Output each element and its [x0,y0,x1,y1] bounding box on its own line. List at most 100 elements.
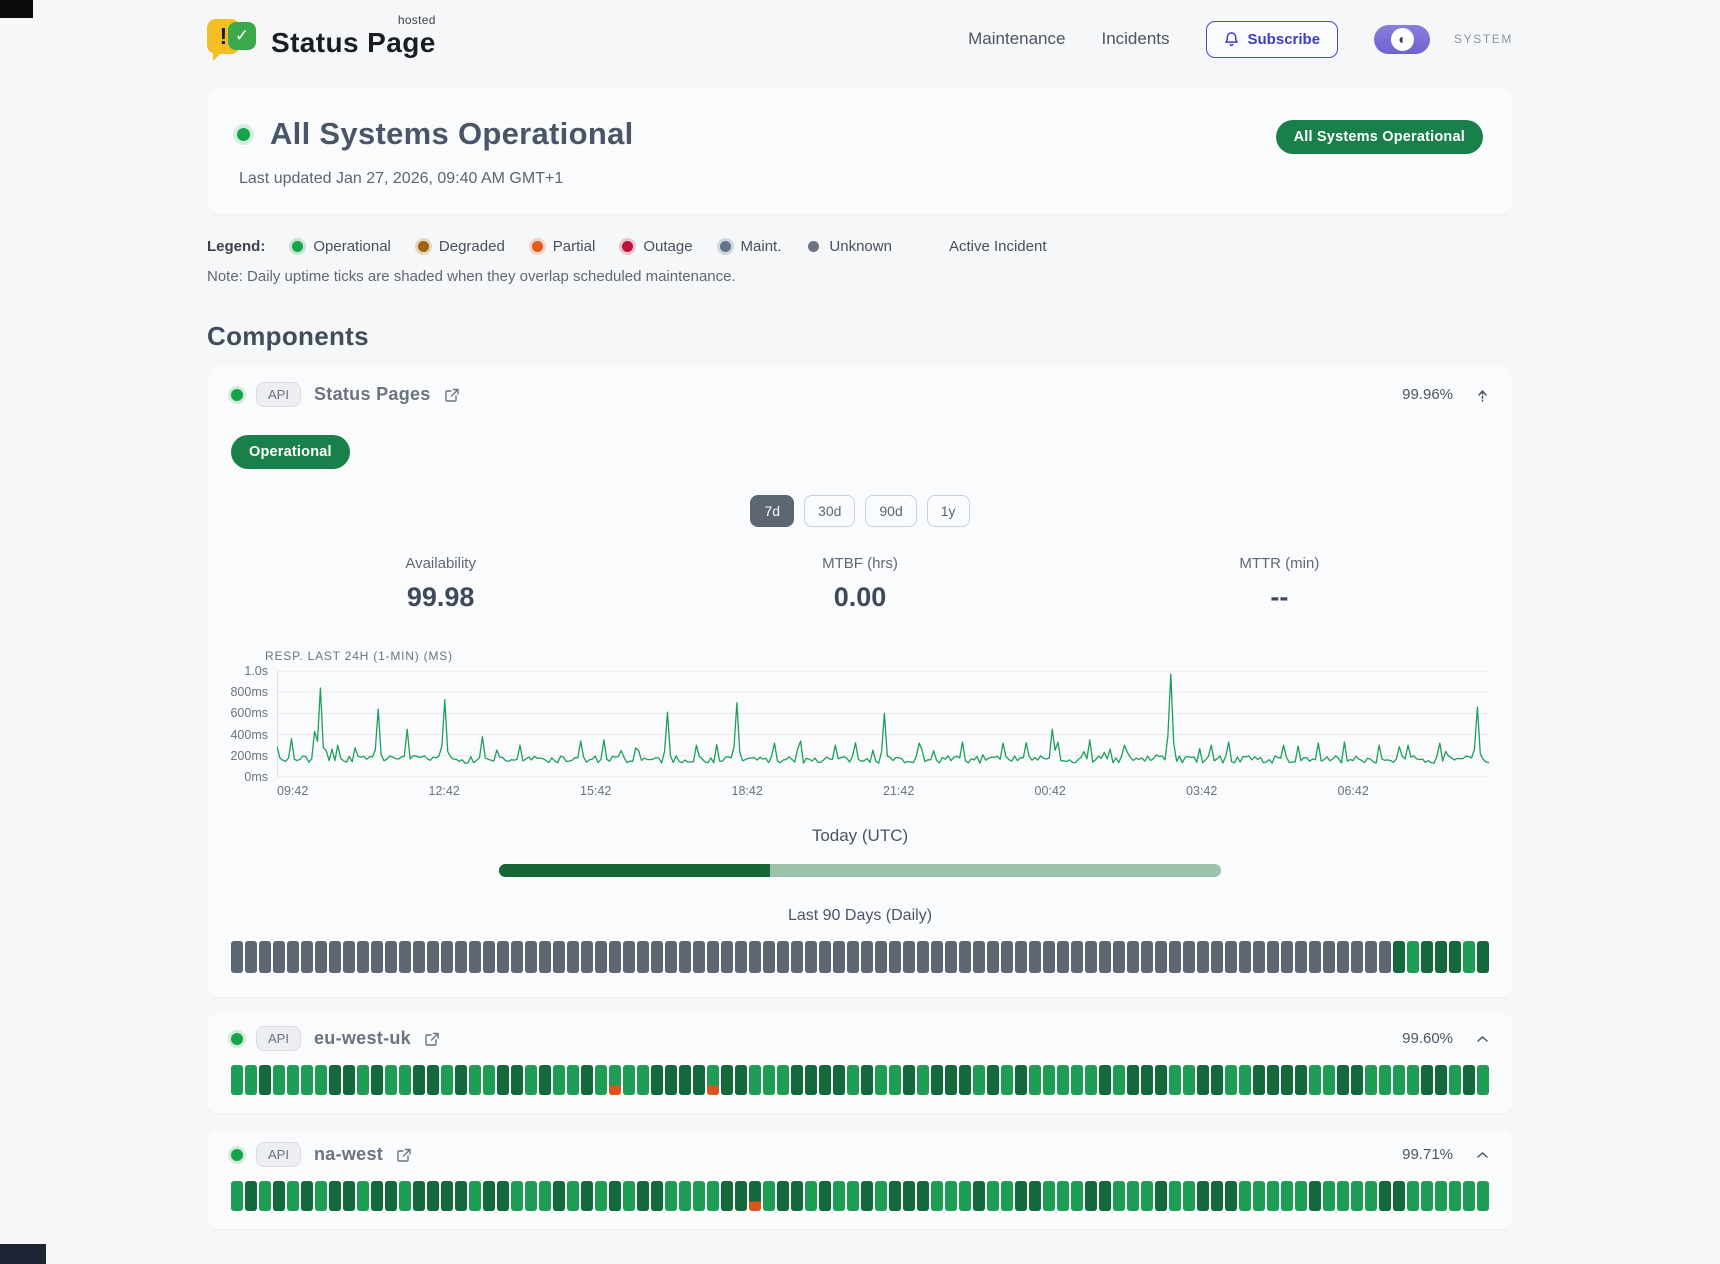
uptime-tick [329,1181,341,1211]
uptime-tick [1113,941,1125,973]
uptime-tick [987,1065,999,1095]
uptime-tick [385,941,397,973]
today-progress-track [499,864,1221,877]
theme-toggle[interactable]: ◐ [1374,24,1431,54]
uptime-tick [917,941,929,973]
uptime-tick [1421,1065,1433,1095]
uptime-tick [973,1065,985,1095]
uptime-tick [1113,1181,1125,1211]
uptime-ticks-row [231,1065,1489,1095]
uptime-tick [749,1065,761,1095]
uptime-tick [987,941,999,973]
uptime-tick [1281,941,1293,973]
subscribe-label: Subscribe [1247,30,1321,48]
uptime-tick [1309,1181,1321,1211]
range-button-30d[interactable]: 30d [804,495,856,527]
uptime-tick [623,1181,635,1211]
uptime-tick [1449,941,1461,973]
uptime-tick [343,941,355,973]
uptime-tick [763,1065,775,1095]
stat-label: Availability [405,555,476,572]
theme-toggle-label: SYSTEM [1454,32,1513,46]
uptime-tick [1169,1065,1181,1095]
logo-mark-icon: ! ✓ [207,16,259,62]
uptime-tick [1197,1065,1209,1095]
uptime-tick [1337,941,1349,973]
legend-item-label: Degraded [438,238,505,255]
component-name: na-west [313,1144,384,1164]
uptime-tick [1379,1181,1391,1211]
uptime-tick [1463,1065,1475,1095]
uptime-tick [1267,941,1279,973]
legend-item-label: Partial [552,238,596,255]
component-uptime: 99.96% [1402,386,1453,403]
uptime-tick [1001,1065,1013,1095]
chevron-up-icon[interactable] [1476,1150,1489,1160]
uptime-tick [287,1065,299,1095]
uptime-tick [259,941,271,973]
chevron-up-icon[interactable] [1476,1034,1489,1044]
range-button-7d[interactable]: 7d [750,495,795,527]
nav-link-incidents[interactable]: Incidents [1101,29,1170,48]
collapse-icon[interactable] [1476,387,1489,403]
uptime-tick [329,941,341,973]
last-updated-text: Last updated Jan 27, 2026, 09:40 AM GMT+… [239,170,564,187]
maintenance-note: Note: Daily uptime ticks are shaded when… [207,268,736,285]
nav-link-maintenance[interactable]: Maintenance [968,29,1066,48]
brand-name: Status Page hosted [271,13,436,58]
x-axis-label: 21:42 [883,784,915,798]
component-uptime: 99.71% [1402,1146,1453,1163]
uptime-tick [721,941,733,973]
uptime-tick [763,1181,775,1211]
uptime-tick [413,1181,425,1211]
range-button-90d[interactable]: 90d [865,495,917,527]
uptime-tick [1379,1065,1391,1095]
range-selector: 7d 30d 90d 1y [231,495,1489,527]
brand-logo[interactable]: ! ✓ Status Page hosted [207,13,436,62]
bubble-tail [213,50,224,61]
external-link-icon[interactable] [396,1147,412,1163]
uptime-tick [357,1181,369,1211]
uptime-tick [889,1065,901,1095]
uptime-tick [707,941,719,973]
uptime-tick [511,1181,523,1211]
uptime-tick [245,1181,257,1211]
uptime-tick [511,1065,523,1095]
uptime-tick [819,941,831,973]
uptime-tick [1239,941,1251,973]
uptime-tick [1001,941,1013,973]
overall-status-left: All Systems Operational Last updated Jan… [237,112,634,188]
uptime-tick [1085,941,1097,973]
uptime-tick [1253,941,1265,973]
uptime-tick [861,1181,873,1211]
uptime-tick [721,1181,733,1211]
uptime-tick [1393,1181,1405,1211]
y-axis-label: 0ms [244,770,268,784]
uptime-tick [1029,941,1041,973]
components-heading: Components [207,321,369,351]
chart-y-axis: 1.0s 800ms 600ms 400ms 200ms 0ms [230,664,277,784]
uptime-tick [931,1065,943,1095]
uptime-tick [1407,941,1419,973]
legend: Legend: Operational Degraded Partial Outage… [207,238,1513,255]
external-link-icon[interactable] [444,387,460,403]
uptime-tick [1239,1065,1251,1095]
uptime-tick [553,941,565,973]
uptime-tick [973,1181,985,1211]
top-bar: ! ✓ Status Page hosted Maintenance Incid… [207,0,1513,70]
uptime-tick [1449,1181,1461,1211]
uptime-tick [1463,941,1475,973]
y-axis-label: 1.0s [244,664,268,678]
uptime-tick [1211,1181,1223,1211]
subscribe-button[interactable]: Subscribe [1205,20,1339,58]
uptime-tick [1071,1065,1083,1095]
uptime-tick [455,941,467,973]
external-link-icon[interactable] [424,1031,440,1047]
stats-row: Availability 99.98 MTBF (hrs) 0.00 MTTR (min… [231,555,1489,613]
uptime-tick [637,1065,649,1095]
range-button-1y[interactable]: 1y [926,495,970,527]
legend-item-outage: Outage [622,238,693,255]
uptime-tick [889,1181,901,1211]
uptime-tick [1057,1065,1069,1095]
uptime-tick [1141,1065,1153,1095]
